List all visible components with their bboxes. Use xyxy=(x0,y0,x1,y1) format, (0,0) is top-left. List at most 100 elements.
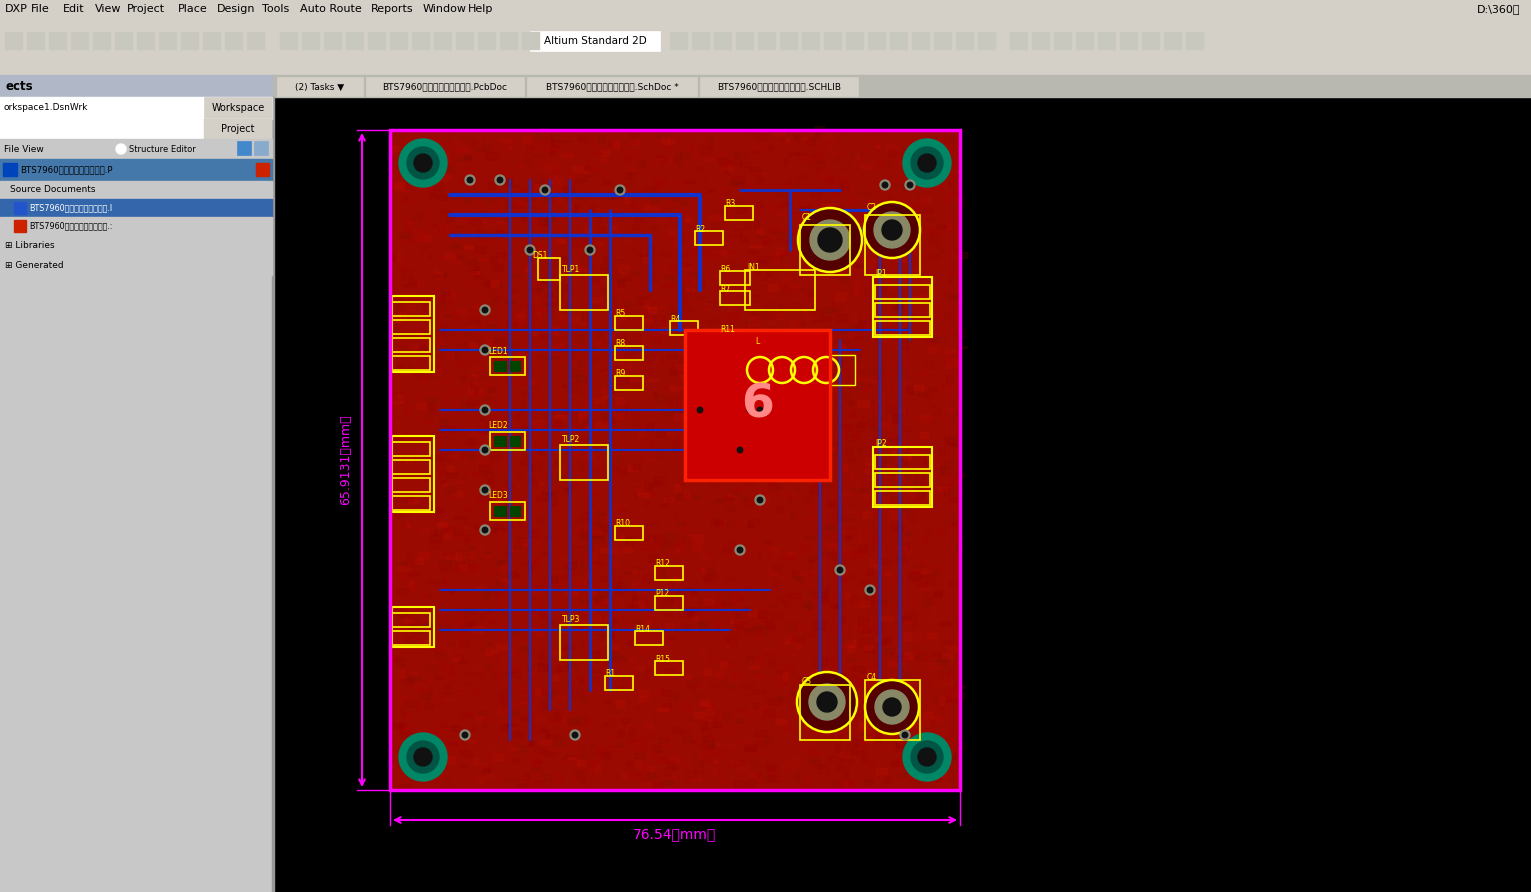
Bar xyxy=(814,259,818,261)
Bar xyxy=(675,439,680,441)
Bar xyxy=(392,253,395,260)
Bar xyxy=(553,575,557,580)
Bar xyxy=(712,474,723,478)
Bar xyxy=(690,740,697,742)
Bar xyxy=(435,274,446,277)
Bar xyxy=(392,436,433,512)
Bar xyxy=(447,233,450,237)
Bar xyxy=(619,188,622,194)
Bar xyxy=(496,285,502,287)
Bar xyxy=(470,761,475,764)
Bar xyxy=(527,348,539,351)
Bar xyxy=(403,196,407,200)
Bar xyxy=(792,386,796,390)
Bar xyxy=(888,472,897,475)
Bar xyxy=(801,137,807,140)
Bar xyxy=(746,747,755,750)
Bar xyxy=(577,582,582,584)
Bar xyxy=(766,302,773,310)
Bar xyxy=(749,757,758,764)
Bar xyxy=(661,672,672,676)
Bar xyxy=(508,139,513,142)
Bar xyxy=(660,252,669,256)
Bar xyxy=(845,514,856,521)
Bar xyxy=(456,550,468,555)
Bar xyxy=(773,566,781,570)
Bar xyxy=(453,260,464,264)
Bar xyxy=(680,459,689,467)
Bar xyxy=(935,337,946,342)
Text: TLP1: TLP1 xyxy=(562,266,580,275)
Bar xyxy=(668,283,675,289)
Bar xyxy=(430,534,441,541)
Bar xyxy=(631,672,640,674)
Bar xyxy=(710,424,721,431)
Bar xyxy=(632,248,641,253)
Bar xyxy=(766,541,770,543)
Bar xyxy=(418,694,429,701)
Bar xyxy=(574,268,586,271)
Bar xyxy=(655,566,683,580)
Bar xyxy=(810,191,821,196)
Bar xyxy=(837,735,842,740)
Bar xyxy=(862,193,871,197)
Bar xyxy=(698,555,707,559)
Bar xyxy=(868,259,876,267)
Bar xyxy=(909,442,919,449)
Bar xyxy=(611,193,622,198)
Bar xyxy=(646,245,654,252)
Bar xyxy=(540,729,548,731)
Bar xyxy=(562,265,568,271)
Bar xyxy=(519,717,527,721)
Bar xyxy=(655,155,663,157)
Bar xyxy=(912,238,917,245)
Bar xyxy=(805,137,814,145)
Bar xyxy=(413,218,419,224)
Bar xyxy=(847,659,857,661)
Bar xyxy=(923,592,929,595)
Bar xyxy=(531,760,540,765)
Bar xyxy=(427,591,432,598)
Bar xyxy=(677,401,689,407)
Bar xyxy=(401,669,404,677)
Bar xyxy=(436,354,442,359)
Bar xyxy=(845,435,857,441)
Bar xyxy=(488,388,493,392)
Bar xyxy=(931,664,940,666)
Bar xyxy=(553,165,559,172)
Bar xyxy=(758,538,764,541)
Bar xyxy=(435,530,438,535)
Bar xyxy=(825,731,833,739)
Bar xyxy=(423,335,430,341)
Bar xyxy=(674,558,681,563)
Bar xyxy=(926,285,931,287)
Bar xyxy=(937,226,948,228)
Bar xyxy=(733,621,743,628)
Bar xyxy=(645,598,655,602)
Bar xyxy=(537,498,545,500)
Bar xyxy=(770,356,775,361)
Bar xyxy=(615,587,626,592)
Bar xyxy=(955,298,961,303)
Bar xyxy=(701,702,709,706)
Bar xyxy=(475,281,481,285)
Bar xyxy=(542,492,553,494)
Bar xyxy=(867,239,873,242)
Bar xyxy=(905,727,911,733)
Bar xyxy=(945,490,949,495)
Bar xyxy=(476,717,484,720)
Bar xyxy=(952,169,960,172)
Circle shape xyxy=(880,180,890,190)
Bar xyxy=(769,240,778,244)
Bar xyxy=(854,624,862,629)
Bar xyxy=(666,761,675,766)
Bar xyxy=(709,215,721,220)
Bar xyxy=(467,432,478,439)
Bar xyxy=(392,753,404,758)
Bar xyxy=(735,486,739,493)
Bar xyxy=(409,614,418,620)
Bar xyxy=(655,538,658,545)
Circle shape xyxy=(863,202,920,258)
Bar xyxy=(491,417,495,424)
Bar xyxy=(449,388,459,396)
